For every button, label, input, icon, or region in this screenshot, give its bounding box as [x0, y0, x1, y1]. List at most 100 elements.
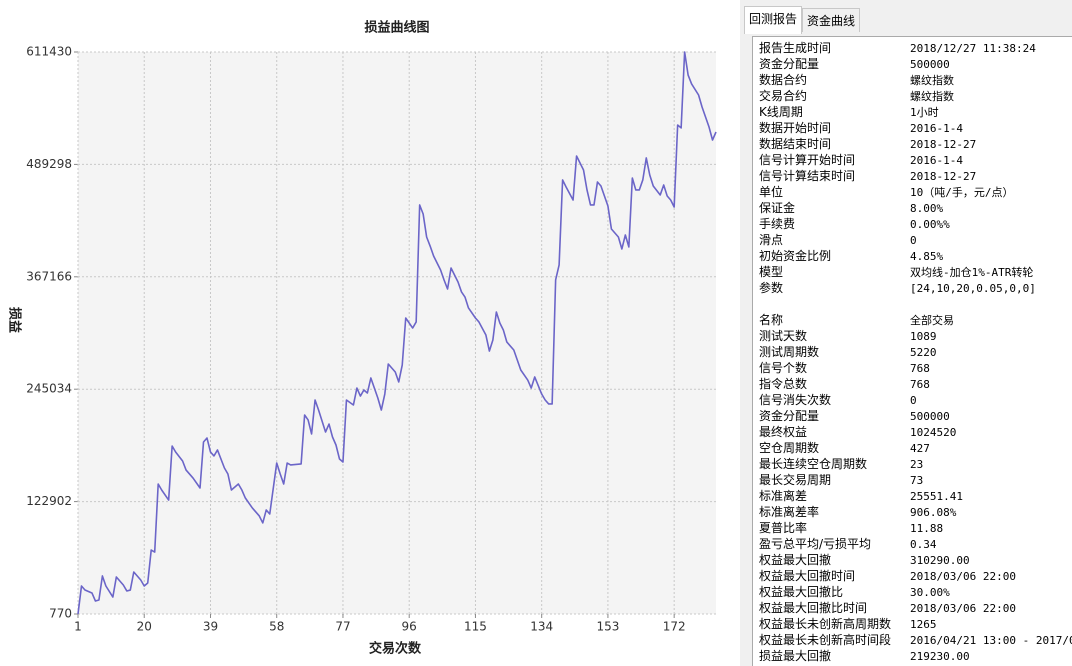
report-row: 数据结束时间 2018-12-27 [759, 136, 976, 152]
report-value: 10（吨/手，元/点） [910, 186, 1014, 199]
report-value: 23 [910, 458, 924, 471]
report-row: 空仓周期数 427 [759, 440, 930, 456]
report-key: 数据合约 [759, 73, 808, 87]
report-key: 标准离差 [759, 489, 808, 503]
report-row: 滑点 0 [759, 232, 917, 248]
report-value: 1小时 [910, 106, 939, 119]
report-row: 信号计算结束时间 2018-12-27 [759, 168, 976, 184]
x-tick-label: 77 [335, 620, 350, 634]
report-value: 427 [910, 442, 930, 455]
report-value: 11.88 [910, 522, 944, 535]
report-key: 信号个数 [759, 361, 808, 375]
report-value: [24,10,20,0.05,0,0] [910, 282, 1036, 295]
report-key: 参数 [759, 281, 784, 295]
report-key: 滑点 [759, 233, 784, 247]
report-key: 数据开始时间 [759, 121, 832, 135]
report-key: 权益最大回撤比 [759, 585, 844, 599]
report-key: 测试周期数 [759, 345, 820, 359]
report-value: 906.08% [910, 506, 957, 519]
report-key: 资金分配量 [759, 57, 820, 71]
report-row: 信号计算开始时间 2016-1-4 [759, 152, 963, 168]
report-row: 盈亏总平均/亏损平均 0.34 [759, 536, 937, 552]
tab-bar: 回测报告 资金曲线 [744, 6, 861, 34]
report-row: 资金分配量 500000 [759, 408, 950, 424]
report-key: 空仓周期数 [759, 441, 820, 455]
report-key: 指令总数 [759, 377, 808, 391]
y-tick-label: 770 [49, 607, 72, 621]
report-value: 全部交易 [910, 314, 954, 327]
report-key: 最长交易周期 [759, 473, 832, 487]
report-value: 5220 [910, 346, 937, 359]
report-row: 数据开始时间 2016-1-4 [759, 120, 963, 136]
report-value: 500000 [910, 410, 950, 423]
report-value: 1024520 [910, 426, 957, 439]
report-value: 8.00% [910, 202, 944, 215]
x-tick-label: 39 [203, 620, 218, 634]
report-value: 219230.00 [910, 650, 970, 663]
report-row: 名称 全部交易 [759, 312, 954, 328]
report-value: 1089 [910, 330, 937, 343]
x-tick-label: 115 [464, 620, 487, 634]
report-key: 信号消失次数 [759, 393, 832, 407]
report-value: 2018-12-27 [910, 138, 977, 151]
report-value: 310290.00 [910, 554, 970, 567]
chart: 损益曲线图 交易次数 损益 770 122902 245034 367166 48929… [7, 20, 717, 657]
report-value: 2016/04/21 13:00 - 2017/01/ [910, 634, 1072, 647]
report-row: 标准离差 25551.41 [759, 488, 963, 504]
report-value: 2016-1-4 [910, 122, 963, 135]
y-tick-label: 611430 [26, 45, 72, 59]
report-value: 1265 [910, 618, 937, 631]
report-key: 信号计算开始时间 [759, 153, 856, 167]
report-row: 初始资金比例 4.85% [759, 248, 943, 264]
report-key: 测试天数 [759, 329, 808, 343]
plot-area [78, 52, 716, 614]
y-tick-label: 489298 [26, 157, 72, 171]
report-row: 最终权益 1024520 [759, 424, 956, 440]
report-row: 权益最大回撤比时间 2018/03/06 22:00 [759, 600, 1016, 616]
report-row: 交易合约 螺纹指数 [759, 88, 954, 104]
report-value: 25551.41 [910, 490, 963, 503]
line-series [77, 51, 717, 615]
report-value: 768 [910, 378, 930, 391]
report-key: 保证金 [759, 201, 796, 215]
report-row: 权益最长未创新高周期数 1265 [759, 616, 937, 632]
report-row: 模型 双均线-加仓1%-ATR转轮 [759, 264, 1033, 280]
report-key: 信号计算结束时间 [759, 169, 856, 183]
tab[interactable]: 回测报告 [744, 6, 803, 34]
report-row: 测试天数 1089 [759, 328, 937, 344]
report-key: 权益最长未创新高周期数 [759, 617, 892, 631]
report-value: 螺纹指数 [910, 74, 954, 87]
report-value: 2018/03/06 22:00 [910, 570, 1016, 583]
report-key: 损益最大回撤 [759, 649, 832, 663]
report-value: 768 [910, 362, 930, 375]
report-key: 名称 [759, 313, 784, 327]
y-tick-label: 122902 [26, 494, 72, 508]
x-axis-label: 交易次数 [369, 641, 422, 657]
report-value: 500000 [910, 58, 950, 71]
tab[interactable]: 资金曲线 [802, 8, 861, 32]
x-tick-label: 1 [74, 620, 82, 634]
x-tick-label: 96 [402, 620, 417, 634]
report-value: 0.00%% [910, 218, 950, 231]
report-value: 0.34 [910, 538, 937, 551]
report-row: 标准离差率 906.08% [759, 504, 956, 520]
report-row: 最长连续空仓周期数 23 [759, 456, 923, 472]
report-row: K线周期 1小时 [759, 104, 939, 120]
x-tick-label: 20 [137, 620, 152, 634]
report-panel: 回测报告 资金曲线 报告生成时间 2018/12/27 11:38:24 资金分配量… [740, 0, 1072, 666]
report-row: 权益最大回撤比 30.00% [759, 584, 950, 600]
report-value: 双均线-加仓1%-ATR转轮 [910, 266, 1034, 279]
x-tick-label: 58 [269, 620, 284, 634]
report-key: 盈亏总平均/亏损平均 [759, 537, 872, 551]
report-key: 最长连续空仓周期数 [759, 457, 868, 471]
report-value: 0 [910, 234, 917, 247]
report-row: 手续费 0.00%% [759, 216, 950, 232]
report-value: 2016-1-4 [910, 154, 963, 167]
report-row: 保证金 8.00% [759, 200, 943, 216]
report-key: 交易合约 [759, 89, 808, 103]
report-key: 标准离差率 [759, 505, 820, 519]
report-row: 权益最大回撤 310290.00 [759, 552, 970, 568]
y-tick-label: 367166 [26, 269, 72, 283]
report-key: 权益最大回撤 [759, 553, 832, 567]
